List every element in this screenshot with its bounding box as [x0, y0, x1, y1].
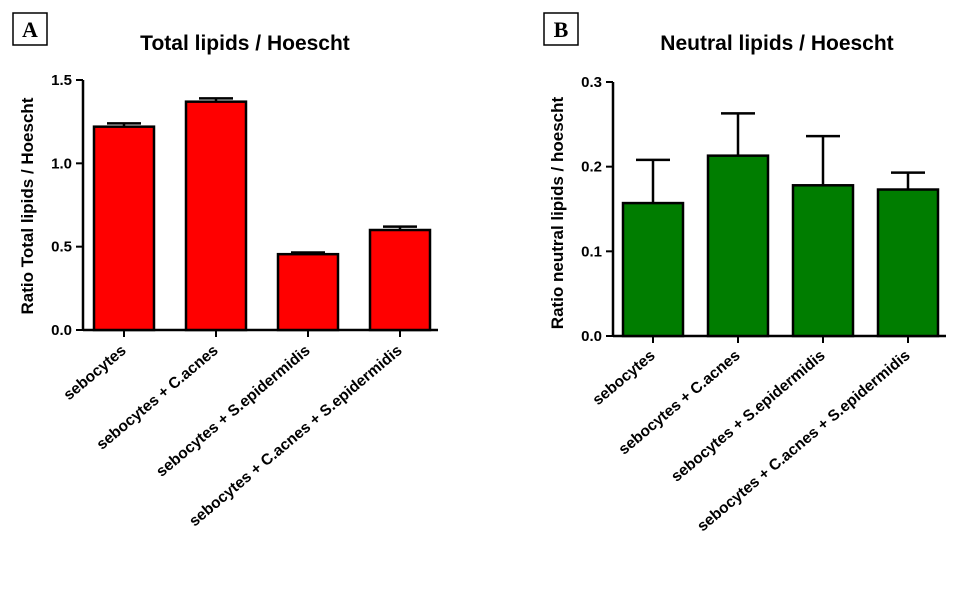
chart-marks: 0.0 0.5 1.0 1.5 sebocytes sebocytes + C.acnes… — [51, 72, 438, 530]
y-tick-label: 0.0 — [581, 328, 602, 345]
y-tick-label: 1.5 — [51, 72, 72, 89]
panel-label: B — [554, 17, 569, 42]
bar — [368, 228, 432, 332]
bar — [276, 252, 340, 332]
y-tick-label: 0.5 — [51, 239, 72, 256]
x-tick-label: sebocytes + S.epidermidis — [153, 342, 313, 480]
chart-panel-b: B Neutral lipids / Hoescht Ratio neutral… — [543, 12, 946, 535]
y-tick-label: 0.2 — [581, 159, 602, 176]
bar — [184, 100, 248, 332]
panel-label: A — [22, 17, 38, 42]
panel-label-box — [543, 12, 579, 46]
y-tick-label: 0.3 — [581, 74, 602, 91]
y-tick-label: 0.0 — [51, 322, 72, 339]
bar — [621, 201, 685, 338]
y-axis-label: Ratio neutral lipids / hoescht — [548, 96, 567, 329]
y-axis-label: Ratio Total lipids / Hoescht — [18, 97, 37, 314]
bar — [706, 154, 770, 338]
bar — [791, 184, 855, 338]
x-tick-label: sebocytes — [61, 342, 130, 404]
x-tick-label: sebocytes + C.acnes + S.epidermidis — [186, 342, 405, 530]
panel-label-box — [12, 12, 48, 46]
y-tick-label: 1.0 — [51, 155, 72, 172]
x-tick-label: sebocytes + S.epidermidis — [668, 347, 828, 485]
chart-title: Total lipids / Hoescht — [140, 32, 350, 55]
bar — [876, 188, 940, 338]
chart-title: Neutral lipids / Hoescht — [660, 32, 893, 55]
chart-panel-a: A Total lipids / Hoescht Ratio Total lip… — [12, 12, 438, 530]
x-tick-label: sebocytes — [590, 347, 659, 409]
bar — [92, 125, 156, 332]
y-tick-label: 0.1 — [581, 243, 602, 260]
